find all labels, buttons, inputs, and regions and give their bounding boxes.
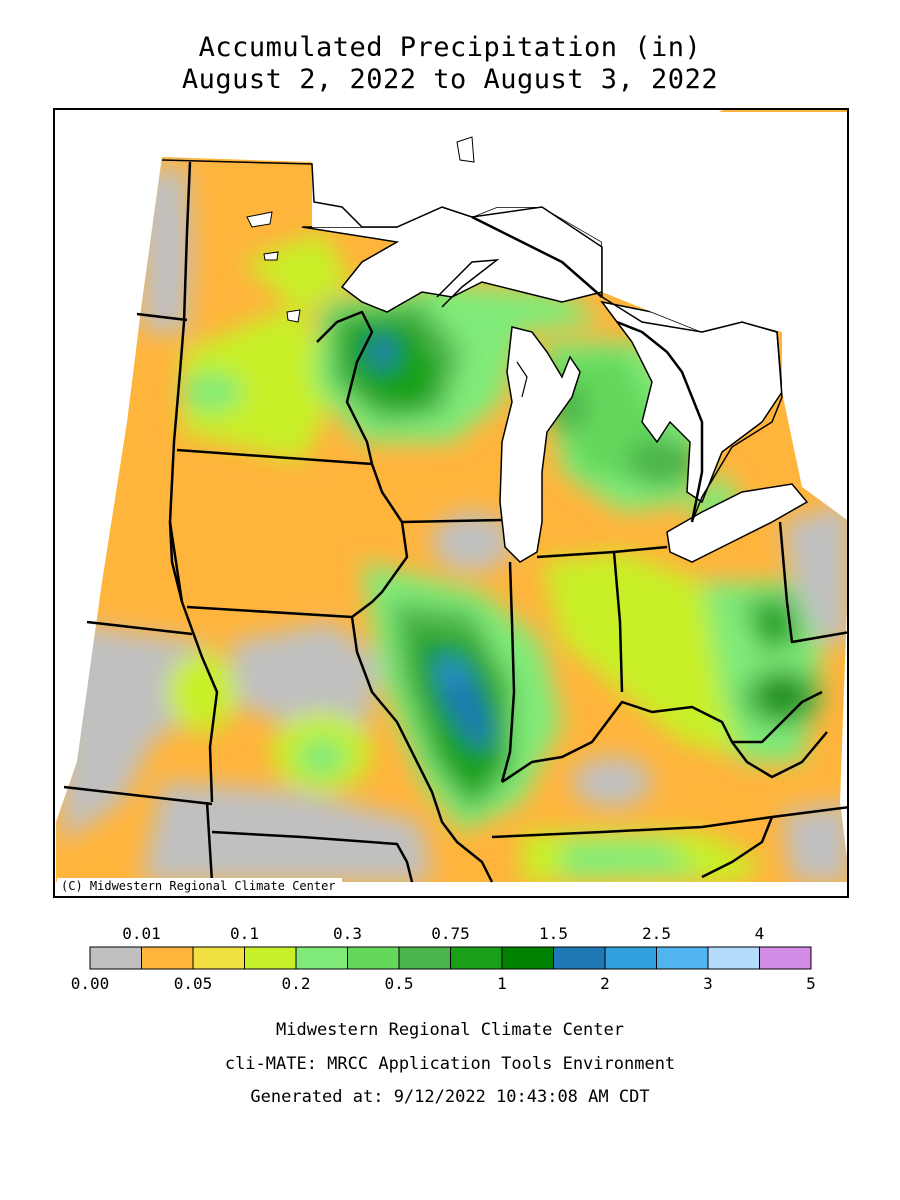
legend-swatch: [141, 946, 194, 970]
wi-il-border: [401, 518, 503, 524]
canada-border: [161, 159, 783, 523]
legend-bottom-label: 0.5: [385, 974, 414, 993]
legend-swatch: [89, 946, 142, 970]
legend-color-bar: [89, 946, 812, 970]
ky-tn-border: [491, 806, 847, 839]
va-ky-border: [701, 816, 774, 879]
legend-top-label: 4: [755, 924, 765, 943]
lake-michigan: [499, 326, 581, 563]
legend-top-label: 1.5: [539, 924, 568, 943]
dakotas-border: [136, 312, 188, 322]
legend-swatch: [347, 946, 400, 970]
legend-top-label: 2.5: [642, 924, 671, 943]
precipitation-map: (C) Midwestern Regional Climate Center: [53, 108, 849, 898]
in-oh-border: [612, 551, 624, 693]
legend-bottom-label: 0.05: [174, 974, 213, 993]
legend-bottom-label: 0.00: [71, 974, 110, 993]
legend-swatch: [759, 946, 812, 970]
sd-ne-border: [86, 620, 193, 636]
mo-ks-border: [205, 801, 214, 883]
legend-top-label: 0.01: [122, 924, 161, 943]
lake-erie: [666, 483, 809, 563]
ne-ks-border: [63, 785, 213, 806]
iowa-north: [176, 448, 373, 466]
legend-top-label: 0.75: [431, 924, 470, 943]
legend-swatch: [450, 946, 503, 970]
legend-swatch: [604, 946, 657, 970]
il-in-border: [500, 561, 516, 783]
oh-pa-border: [778, 521, 847, 644]
color-legend: 0.01 0.1 0.3 0.75 1.5 2.5 4 0.00 0.05 0.2 0.5 1 2 3 5: [71, 924, 816, 993]
footer-tool: cli-MATE: MRCC Application Tools Environ…: [224, 1054, 676, 1074]
legend-swatch: [656, 946, 709, 970]
legend-bottom-label: 1: [497, 974, 507, 993]
mn-west-border: [168, 161, 192, 603]
chart-date-range: August 2, 2022 to August 3, 2022: [181, 64, 719, 95]
dry-area-missouri: [142, 782, 432, 882]
wi-mn-border: [316, 310, 374, 465]
legend-swatch: [501, 946, 554, 970]
legend-bottom-labels: 0.00 0.05 0.2 0.5 1 2 3 5: [71, 974, 816, 993]
legend-swatch: [192, 946, 245, 970]
mississippi: [350, 463, 494, 883]
oh-mi-border: [613, 545, 668, 554]
in-mi-border: [536, 550, 615, 559]
dry-area-kentucky: [572, 757, 652, 807]
legend-swatch: [707, 946, 760, 970]
ohio-river: [501, 690, 823, 784]
iowa-south: [186, 605, 353, 619]
state-borders: [63, 161, 847, 883]
canada-land: [312, 112, 847, 520]
footer-generated: Generated at: 9/12/2022 10:43:08 AM CDT: [250, 1087, 650, 1107]
legend-swatch: [295, 946, 348, 970]
map-credit: (C) Midwestern Regional Climate Center: [57, 878, 342, 894]
wv-border: [731, 731, 828, 779]
dry-area-iowa-east: [232, 622, 382, 742]
mi-up-border: [471, 215, 603, 298]
mi-lower-east: [616, 320, 704, 523]
legend-bottom-label: 3: [703, 974, 713, 993]
legend-top-label: 0.1: [230, 924, 259, 943]
great-lakes: [161, 112, 847, 563]
legend-swatch: [553, 946, 606, 970]
legend-swatch: [244, 946, 297, 970]
legend-swatch: [398, 946, 451, 970]
iowa-west: [168, 521, 219, 803]
legend-bottom-label: 5: [806, 974, 816, 993]
chart-title: Accumulated Precipitation (in): [198, 32, 702, 63]
legend-bottom-label: 2: [600, 974, 610, 993]
legend-bottom-label: 0.2: [282, 974, 311, 993]
legend-top-labels: 0.01 0.1 0.3 0.75 1.5 2.5 4: [122, 924, 764, 943]
footer-org: Midwestern Regional Climate Center: [276, 1020, 624, 1040]
legend-top-label: 0.3: [333, 924, 362, 943]
mo-ar-border: [211, 830, 414, 883]
